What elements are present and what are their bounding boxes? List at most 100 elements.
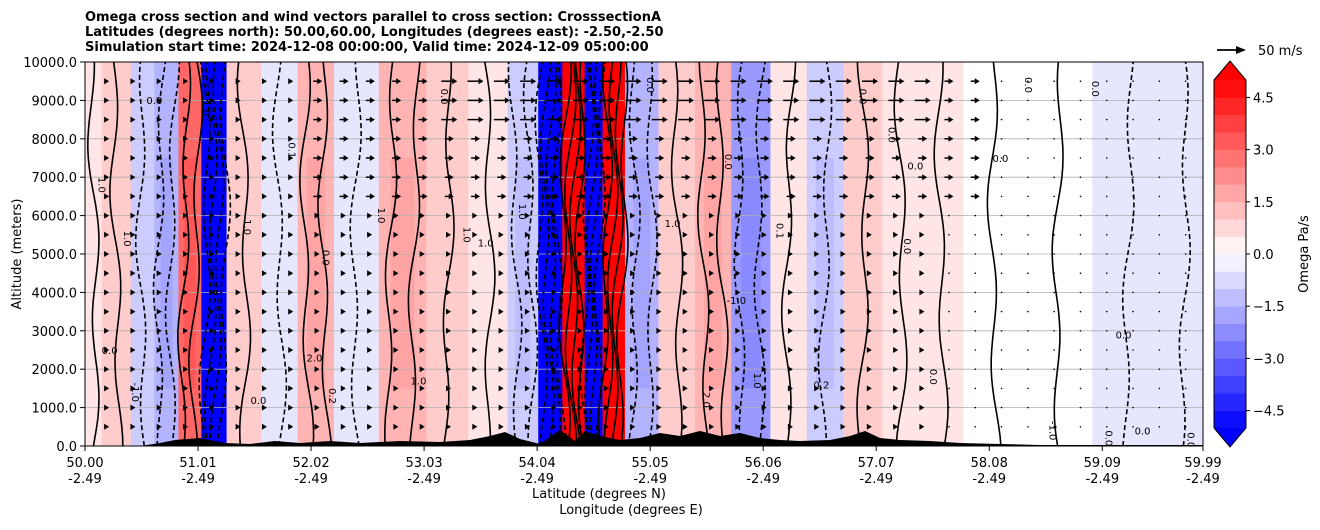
omega-contour xyxy=(198,62,212,446)
wind-vector-head xyxy=(369,116,375,123)
wind-vector-head xyxy=(340,308,346,315)
wind-vector-head xyxy=(767,78,773,85)
wind-vector-head xyxy=(369,155,375,161)
wind-vector-head xyxy=(709,212,715,219)
wind-vector-head xyxy=(340,289,346,296)
colorbar-band xyxy=(1214,288,1246,307)
wind-vector-head xyxy=(343,116,349,123)
wind-vector-head xyxy=(948,193,954,200)
wind-vector-head xyxy=(261,251,267,257)
wind-vector-head xyxy=(688,97,694,104)
wind-vector-head xyxy=(632,155,638,161)
wind-vector-head xyxy=(577,385,583,392)
wind-vector xyxy=(948,214,950,217)
wind-vector-head xyxy=(662,97,668,104)
wind-vector-head xyxy=(630,404,636,411)
wind-vector-head xyxy=(472,231,478,238)
wind-vector-head xyxy=(524,212,530,219)
title-line-1: Omega cross section and wind vectors par… xyxy=(85,10,661,25)
wind-vector-head xyxy=(343,174,349,181)
wind-vector xyxy=(1000,330,1003,332)
contour-label: 0.0 xyxy=(251,396,267,407)
omega-contour xyxy=(1178,62,1192,446)
wind-vector-head xyxy=(524,231,530,238)
wind-vector-head xyxy=(340,231,346,238)
wind-vector xyxy=(1079,253,1082,255)
contour-label: 0.0 xyxy=(146,96,162,107)
wind-vector-head xyxy=(235,78,241,85)
wind-vector-head xyxy=(393,231,399,238)
wind-vector xyxy=(1053,195,1055,198)
wind-vector xyxy=(1000,99,1003,102)
wind-vector xyxy=(1053,80,1055,82)
wind-vector-head xyxy=(340,327,346,334)
wind-vector-head xyxy=(183,155,189,161)
omega-column-core xyxy=(136,158,149,389)
wind-vector-head xyxy=(840,270,846,277)
wind-vector-head xyxy=(840,404,846,411)
wind-vector xyxy=(1053,387,1055,390)
wind-vector-head xyxy=(761,308,767,315)
wind-vector-head xyxy=(343,78,349,85)
omega-contour xyxy=(627,62,641,446)
contour-label: 2.0 xyxy=(306,354,322,365)
wind-vector-head xyxy=(919,270,925,277)
terrain-profile xyxy=(85,430,1203,446)
wind-vector xyxy=(1027,291,1029,294)
wind-vector-head xyxy=(340,366,346,373)
wind-vector-head xyxy=(636,116,642,123)
wind-vector xyxy=(1184,330,1187,332)
wind-vector-head xyxy=(531,97,537,104)
omega-contour xyxy=(610,62,624,446)
omega-column-core xyxy=(160,158,173,389)
omega-contour xyxy=(349,62,363,446)
wind-vector-head xyxy=(919,231,925,238)
wind-vector-head xyxy=(235,155,241,161)
wind-vector-head xyxy=(843,193,849,200)
wind-vector-head xyxy=(288,78,294,85)
wind-vector-head xyxy=(209,174,215,181)
wind-vector-head xyxy=(156,308,162,315)
wind-vector xyxy=(1158,272,1161,275)
wind-vector-head xyxy=(130,308,136,315)
wind-vector xyxy=(1000,291,1003,294)
wind-vector xyxy=(974,330,977,332)
wind-vector xyxy=(1132,99,1134,102)
wind-vector-head xyxy=(475,174,481,181)
wind-vector xyxy=(1184,118,1187,121)
wind-vector-head xyxy=(685,174,691,181)
wind-vector xyxy=(1079,138,1082,140)
contour-label: 0.0 xyxy=(1135,426,1151,437)
wind-vector-head xyxy=(183,97,189,104)
wind-vector-head xyxy=(419,366,425,373)
wind-vector xyxy=(1079,330,1082,332)
wind-vector xyxy=(1000,272,1003,275)
wind-vector-head xyxy=(816,155,822,161)
wind-vector-head xyxy=(104,155,110,161)
omega-contour xyxy=(817,62,833,446)
wind-vector-head xyxy=(156,366,162,373)
wind-vector-head xyxy=(685,135,691,142)
wind-vector xyxy=(974,272,977,275)
wind-vector-head xyxy=(340,251,346,257)
wind-vector-head xyxy=(577,347,583,353)
wind-vector-head xyxy=(711,193,717,200)
wind-vector-head xyxy=(288,155,294,161)
wind-vector-head xyxy=(261,404,267,411)
wind-vector-head xyxy=(685,155,691,161)
wind-vector-head xyxy=(866,327,872,334)
wind-vector xyxy=(1079,234,1082,236)
wind-vector-head xyxy=(393,385,399,392)
wind-vector-head xyxy=(183,327,189,334)
wind-vector-head xyxy=(603,366,609,373)
wind-vector-head xyxy=(367,385,373,392)
wind-vector-head xyxy=(209,155,215,161)
x-tick-label-lon: -2.49 xyxy=(972,472,1006,487)
wind-vector-head xyxy=(583,116,589,123)
wind-vector xyxy=(1079,406,1082,409)
wind-vector-head xyxy=(735,289,741,296)
wind-vector xyxy=(974,406,977,409)
wind-vector-head xyxy=(866,404,872,411)
wind-vector-head xyxy=(156,155,162,161)
wind-vector-head xyxy=(787,327,793,334)
